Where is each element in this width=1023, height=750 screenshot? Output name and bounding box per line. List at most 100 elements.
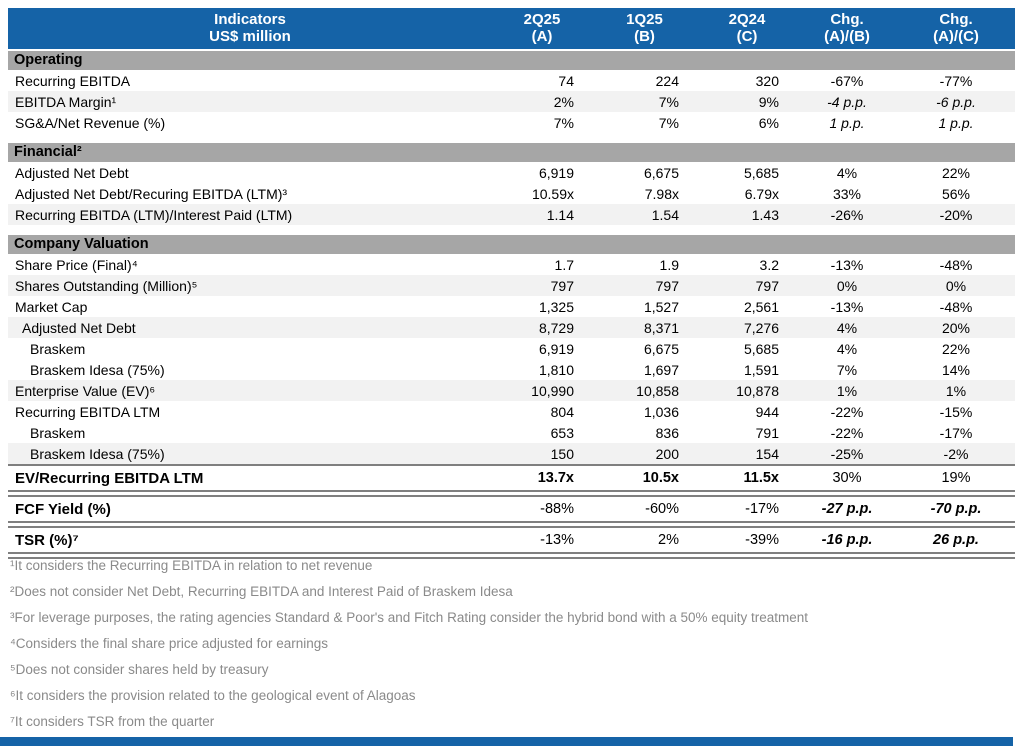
cell-chg-a-c: -48% <box>939 256 973 273</box>
double-divider <box>8 552 1015 559</box>
table-row: Braskem Idesa (75%) 150 200 154 -25% -2% <box>8 443 1015 464</box>
cell-chg-a-c: 20% <box>941 319 971 336</box>
row-label: Market Cap <box>15 298 88 315</box>
cell-2q25: -88% <box>540 501 574 517</box>
row-label: Adjusted Net Debt <box>15 164 129 181</box>
table-row: Adjusted Net Debt/Recuring EBITDA (LTM)³… <box>8 183 1015 204</box>
section-spacer <box>8 225 1015 233</box>
double-divider <box>8 521 1015 528</box>
cell-chg-a-c: 1% <box>945 382 967 399</box>
row-label: Recurring EBITDA LTM <box>15 403 161 420</box>
section-header-operating: Operating <box>8 51 1015 70</box>
cell-chg-a-b: -13% <box>830 256 864 273</box>
cell-chg-a-c: 26 p.p. <box>933 532 979 548</box>
cell-2q24: 1.43 <box>751 206 779 223</box>
header-col-1: 2Q25 (A) <box>492 11 592 45</box>
cell-2q24: 6.79x <box>744 185 779 202</box>
footnotes: ¹It considers the Recurring EBITDA in re… <box>10 557 1015 739</box>
cell-1q25: 6,675 <box>643 164 679 181</box>
cell-chg-a-b: -67% <box>830 72 864 89</box>
cell-1q25: 7% <box>658 93 679 110</box>
row-label: Braskem Idesa (75%) <box>30 361 165 378</box>
row-label: Adjusted Net Debt/Recuring EBITDA (LTM)³ <box>15 185 288 202</box>
cell-1q25: 6,675 <box>643 340 679 357</box>
cell-2q24: 320 <box>755 72 779 89</box>
table-row: Adjusted Net Debt 8,729 8,371 7,276 4% 20% <box>8 317 1015 338</box>
row-label: Braskem <box>30 424 86 441</box>
cell-chg-a-c: 14% <box>941 361 971 378</box>
footnote-6: ⁶It considers the provision related to t… <box>10 688 416 703</box>
cell-chg-a-b: -22% <box>830 403 864 420</box>
cell-chg-a-c: 1 p.p. <box>938 114 974 131</box>
section-spacer <box>8 133 1015 141</box>
cell-1q25: 2% <box>658 532 679 548</box>
cell-chg-a-b: -4 p.p. <box>827 93 867 110</box>
cell-1q25: -60% <box>645 501 679 517</box>
cell-chg-a-b: 1% <box>836 382 858 399</box>
cell-1q25: 836 <box>655 424 679 441</box>
table-row: Shares Outstanding (Million)⁵ 797 797 797 0%… <box>8 275 1015 296</box>
cell-2q24: 2,561 <box>743 298 779 315</box>
row-label: TSR (%)⁷ <box>15 531 79 549</box>
header-col-3: 2Q24 (C) <box>697 11 797 45</box>
footnote-2: ²Does not consider Net Debt, Recurring E… <box>10 584 513 599</box>
cell-chg-a-c: 19% <box>941 470 971 486</box>
header-indicators-line1: Indicators <box>214 11 286 28</box>
cell-chg-a-b: -13% <box>830 298 864 315</box>
header-col-line2: (C) <box>736 28 758 45</box>
cell-2q25: 2% <box>553 93 574 110</box>
cell-1q25: 797 <box>655 277 679 294</box>
header-col-line2: (B) <box>634 28 655 45</box>
cell-2q24: 9% <box>758 93 779 110</box>
cell-2q25: 150 <box>550 445 574 462</box>
cell-2q24: 5,685 <box>743 164 779 181</box>
table-row: Share Price (Final)⁴ 1.7 1.9 3.2 -13% -48% <box>8 254 1015 275</box>
cell-1q25: 200 <box>655 445 679 462</box>
cell-1q25: 1.9 <box>659 256 679 273</box>
cell-2q25: 1,325 <box>538 298 574 315</box>
footnote-7: ⁷It considers TSR from the quarter <box>10 714 215 729</box>
row-label: Shares Outstanding (Million)⁵ <box>15 277 198 294</box>
cell-1q25: 7% <box>658 114 679 131</box>
row-label: Recurring EBITDA <box>15 72 131 89</box>
cell-1q25: 1,697 <box>643 361 679 378</box>
footnote-5: ⁵Does not consider shares held by treasu… <box>10 662 269 677</box>
cell-chg-a-b: 7% <box>836 361 858 378</box>
cell-2q25: 653 <box>550 424 574 441</box>
header-col-line2: (A) <box>531 28 553 45</box>
row-label: SG&A/Net Revenue (%) <box>15 114 166 131</box>
cell-chg-a-c: -70 p.p. <box>930 501 982 517</box>
cell-2q25: 13.7x <box>537 470 574 486</box>
cell-2q25: 797 <box>550 277 574 294</box>
cell-2q25: 1.14 <box>546 206 574 223</box>
indicators-table: Indicators US$ million 2Q25 (A) 1Q25 (B) 2Q2… <box>8 8 1015 559</box>
row-label: Share Price (Final)⁴ <box>15 256 138 273</box>
cell-1q25: 8,371 <box>643 319 679 336</box>
cell-chg-a-b: -25% <box>830 445 864 462</box>
cell-2q25: 804 <box>550 403 574 420</box>
cell-chg-a-c: -6 p.p. <box>936 93 976 110</box>
summary-row: TSR (%)⁷ -13% 2% -39% -16 p.p. 26 p.p. <box>8 528 1015 552</box>
footnote-4: ⁴Considers the final share price adjuste… <box>10 636 328 651</box>
cell-1q25: 10.5x <box>642 470 679 486</box>
table-row: Enterprise Value (EV)⁶ 10,990 10,858 10,878… <box>8 380 1015 401</box>
cell-2q24: 3.2 <box>759 256 779 273</box>
cell-2q24: 7,276 <box>743 319 779 336</box>
row-label: EBITDA Margin¹ <box>15 93 117 110</box>
double-divider <box>8 490 1015 497</box>
cell-1q25: 1,036 <box>643 403 679 420</box>
table-row: EBITDA Margin¹ 2% 7% 9% -4 p.p. -6 p.p. <box>8 91 1015 112</box>
header-col-line1: 1Q25 <box>626 11 663 28</box>
table-row: Braskem 653 836 791 -22% -17% <box>8 422 1015 443</box>
cell-chg-a-c: 22% <box>941 164 971 181</box>
cell-2q25: 10.59x <box>531 185 574 202</box>
cell-2q25: 74 <box>558 72 574 89</box>
header-col-line1: Chg. <box>939 11 973 28</box>
table-row: SG&A/Net Revenue (%) 7% 7% 6% 1 p.p. 1 p.p. <box>8 112 1015 133</box>
cell-chg-a-c: -15% <box>939 403 973 420</box>
cell-2q25: 1.7 <box>554 256 574 273</box>
summary-row: FCF Yield (%) -88% -60% -17% -27 p.p. -70 p.p… <box>8 497 1015 521</box>
cell-2q25: 8,729 <box>538 319 574 336</box>
cell-2q25: 6,919 <box>538 164 574 181</box>
cell-chg-a-b: 33% <box>832 185 862 202</box>
